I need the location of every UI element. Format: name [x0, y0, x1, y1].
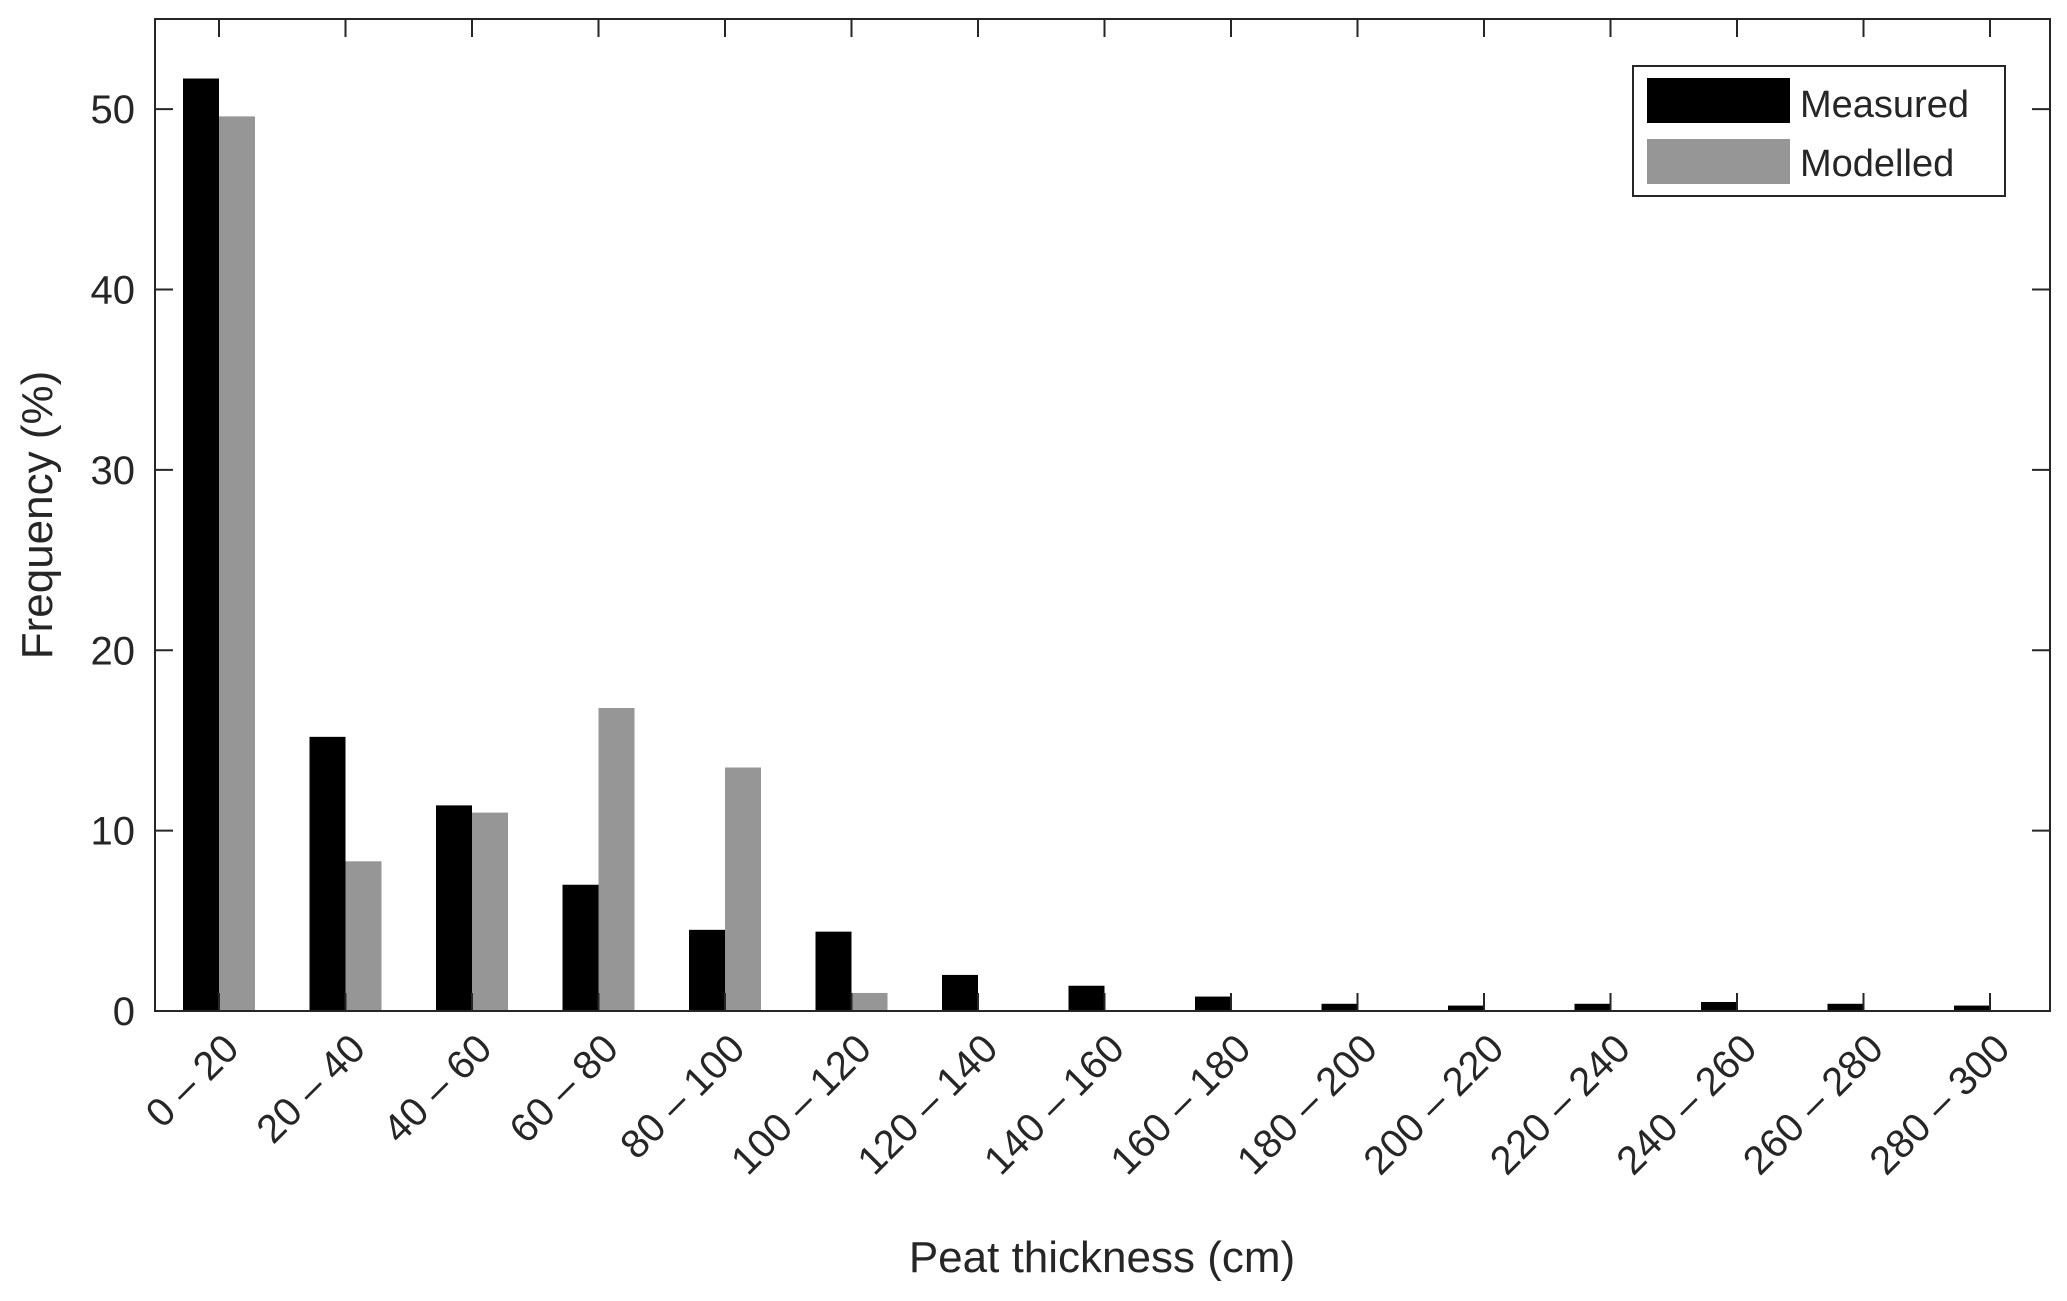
y-axis-label: Frequency (%)	[13, 371, 62, 660]
x-axis-label: Peat thickness (cm)	[909, 1233, 1295, 1282]
bar-measured-10	[1448, 1005, 1484, 1011]
bar-measured-2	[436, 805, 472, 1011]
x-tick-label-0: 0 – 20	[138, 1026, 248, 1136]
bar-modelled-4	[725, 767, 761, 1011]
bar-measured-8	[1195, 996, 1231, 1011]
y-tick-label-5: 50	[91, 88, 136, 132]
plot-frame	[154, 18, 2051, 1012]
x-tick-label-3: 60 – 80	[501, 1026, 626, 1151]
bar-measured-1	[309, 736, 346, 1011]
x-tick-label-2: 40 – 60	[375, 1026, 500, 1151]
bar-measured-11	[1574, 1003, 1611, 1011]
bar-modelled-3	[598, 707, 635, 1011]
y-tick-label-4: 40	[91, 269, 136, 313]
bar-measured-5	[815, 931, 852, 1011]
bars-layer	[183, 78, 1990, 1011]
x-tick-label-1: 20 – 40	[248, 1026, 373, 1151]
legend-label-measured: Measured	[1800, 84, 1969, 126]
bar-measured-7	[1068, 985, 1105, 1011]
legend-swatch-measured	[1647, 78, 1790, 123]
bar-measured-13	[1827, 1003, 1864, 1011]
bar-modelled-5	[851, 992, 888, 1011]
bar-measured-4	[689, 929, 725, 1011]
legend-label-modelled: Modelled	[1800, 143, 1954, 185]
bar-measured-0	[183, 78, 219, 1011]
y-tick-label-2: 20	[91, 629, 136, 673]
y-axis: 0 10 20 30 40 50	[91, 88, 2050, 1034]
bar-measured-12	[1701, 1001, 1737, 1011]
bar-modelled-1	[345, 861, 382, 1011]
bar-measured-3	[562, 884, 599, 1011]
bar-modelled-0	[219, 116, 255, 1011]
y-tick-label-0: 0	[113, 990, 135, 1034]
y-tick-label-3: 30	[91, 449, 136, 493]
legend: Measured Modelled	[1632, 65, 2006, 197]
y-tick-label-1: 10	[91, 810, 136, 854]
x-tick-label-14: 280 – 300	[1861, 1026, 2018, 1183]
bar-measured-14	[1954, 1005, 1990, 1011]
legend-swatch-modelled	[1647, 139, 1790, 184]
bar-measured-9	[1321, 1003, 1358, 1011]
bar-measured-6	[942, 974, 978, 1011]
bar-modelled-2	[472, 812, 508, 1011]
